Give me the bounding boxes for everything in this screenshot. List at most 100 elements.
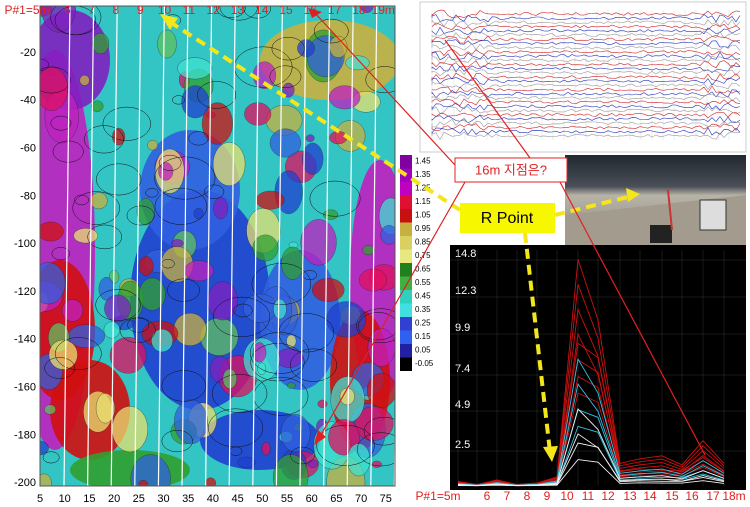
contour-line (40, 66, 71, 94)
colorbar-swatch (400, 317, 412, 331)
contour-patch (104, 294, 131, 323)
profile-curve (457, 332, 725, 486)
contour-line (363, 416, 395, 446)
contour-line (356, 432, 395, 467)
question-box (454, 157, 568, 183)
colorbar-swatch (400, 222, 412, 236)
contour-patch (312, 278, 345, 302)
contour-line (119, 317, 156, 343)
top-label: P#1=5m (4, 3, 49, 17)
profile-curve (457, 357, 725, 486)
x-tick-label: 10 (560, 489, 574, 503)
contour-line (313, 18, 349, 44)
profile-line (346, 6, 354, 486)
radar-trace (431, 64, 741, 73)
radar-trace (431, 102, 741, 111)
x-tick-label: 8 (524, 489, 531, 503)
r-point-box (460, 203, 555, 233)
profile-line (275, 6, 283, 486)
contour-line (309, 180, 361, 217)
contour-patch (91, 32, 110, 55)
photo-equipment (650, 225, 672, 243)
colorbar-swatch (400, 290, 412, 304)
contour-patch (111, 406, 149, 453)
profile-curve (457, 259, 725, 485)
top-label: 13 (231, 3, 245, 17)
contour-region (130, 190, 270, 410)
y-tick-label: 14.8 (455, 248, 476, 260)
contour-patch (147, 139, 159, 151)
contour-line (154, 187, 208, 225)
contour-line (216, 6, 246, 18)
x-tick-label: 30 (157, 493, 169, 505)
profile-curve (457, 284, 725, 486)
contour-patch (371, 460, 382, 468)
contour-patch (181, 85, 210, 119)
contour-patch (261, 441, 271, 456)
y-tick-label: 4.9 (455, 399, 470, 411)
contour-line (358, 312, 395, 341)
top-label: 12 (206, 3, 220, 17)
contour-line (197, 81, 237, 109)
top-label: 9 (137, 3, 144, 17)
pointer (559, 181, 706, 456)
contour-patch (136, 198, 155, 226)
colorbar-label: 0.15 (415, 332, 431, 341)
contour-patch (40, 473, 52, 486)
y-tick-label: 12.3 (455, 285, 476, 297)
colorbar-swatch (400, 249, 412, 263)
contour-line (243, 6, 271, 19)
contour-line (316, 424, 375, 466)
red-lines (313, 11, 706, 456)
contour-patch (95, 393, 116, 424)
contour-line (126, 205, 155, 226)
contour-patch (329, 131, 348, 145)
contour-line (251, 263, 312, 305)
arrowhead (626, 188, 640, 202)
top-label: 8 (113, 3, 120, 17)
x-tick-label: 5 (37, 493, 43, 505)
pointer (313, 11, 456, 166)
profile-line (205, 6, 213, 486)
radar-trace (431, 127, 741, 136)
arrow (554, 194, 633, 217)
contour-patch (109, 336, 147, 374)
contour-line (51, 247, 71, 261)
contour-line (167, 278, 200, 302)
contour-patch (252, 234, 279, 262)
contour-patch (48, 339, 78, 370)
colorbar-swatch (400, 357, 412, 371)
y-tick-label: -20 (20, 47, 36, 59)
contour-line (172, 95, 185, 105)
profile-line (181, 6, 189, 486)
contour-patch (138, 277, 166, 311)
radar-trace (431, 18, 741, 27)
x-tick-label: 16 (685, 489, 699, 503)
colorbar-label: 0.45 (415, 292, 431, 301)
y-tick-label: -200 (14, 477, 36, 489)
contour-patch (326, 301, 367, 338)
radargram-traces (431, 9, 741, 141)
colorbar-label: -0.05 (415, 359, 434, 368)
profile-curve (457, 307, 725, 486)
profile-line (252, 6, 260, 486)
contour-patch (171, 239, 184, 248)
profile-line (134, 6, 142, 486)
contour-patch (91, 100, 104, 112)
x-tick-label: 35 (182, 493, 194, 505)
x-tick-label: 60 (306, 493, 318, 505)
radar-trace (431, 55, 741, 65)
contour-patch (98, 277, 115, 301)
contour-line (127, 317, 150, 333)
contour-patch (73, 228, 99, 244)
x-tick-label: 13 (623, 489, 637, 503)
contour-patch (360, 6, 374, 13)
profile-curve (457, 408, 725, 486)
radar-trace (431, 43, 741, 51)
contour-line (87, 224, 123, 250)
x-tick-label: 20 (108, 493, 120, 505)
contour-patch (339, 387, 355, 406)
x-tick-label: 65 (330, 493, 342, 505)
profile-curve (457, 459, 725, 487)
